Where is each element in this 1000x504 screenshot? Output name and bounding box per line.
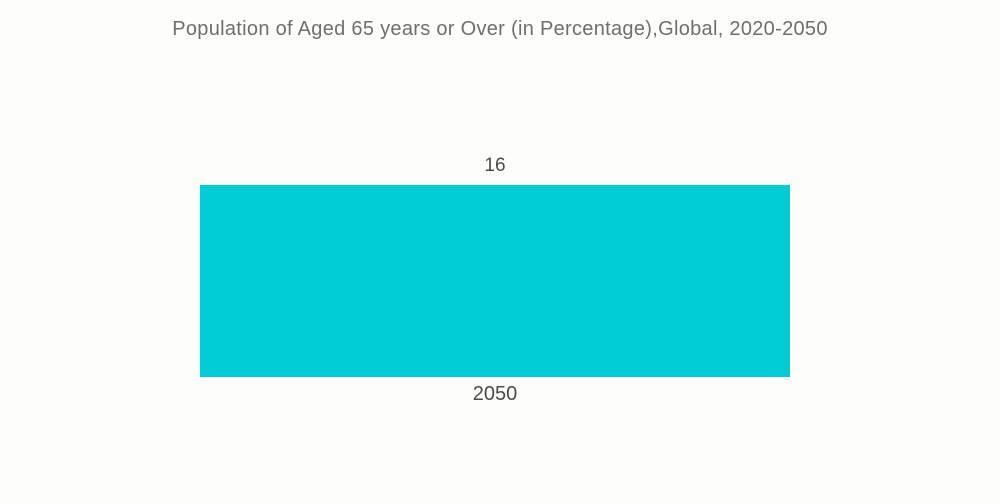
- x-axis-label-2050: 2050: [472, 383, 518, 405]
- plot-area: 16: [200, 137, 790, 377]
- chart-title: Population of Aged 65 years or Over (in …: [172, 18, 828, 40]
- bar-2050[interactable]: [200, 185, 790, 377]
- bar-value-label: 16: [484, 155, 506, 176]
